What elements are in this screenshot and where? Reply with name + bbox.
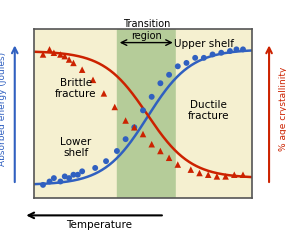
Point bbox=[132, 125, 137, 129]
Point bbox=[58, 53, 63, 56]
Point bbox=[80, 68, 84, 72]
Point bbox=[176, 163, 180, 166]
Point bbox=[112, 105, 117, 109]
Point bbox=[223, 174, 228, 178]
Point bbox=[62, 174, 67, 178]
Point bbox=[188, 168, 193, 172]
Point bbox=[193, 56, 197, 60]
Bar bbox=[176, 29, 252, 198]
Point bbox=[47, 180, 52, 183]
Text: Transition
region: Transition region bbox=[123, 19, 170, 41]
Point bbox=[206, 173, 210, 177]
Point bbox=[241, 47, 245, 51]
Point bbox=[176, 64, 180, 68]
Point bbox=[219, 51, 224, 55]
Text: Temperature: Temperature bbox=[67, 220, 132, 230]
Bar bbox=[117, 29, 176, 198]
Point bbox=[141, 132, 145, 136]
Text: Ductile
fracture: Ductile fracture bbox=[187, 99, 229, 121]
Point bbox=[232, 173, 237, 177]
Point bbox=[51, 176, 56, 180]
Point bbox=[123, 119, 128, 122]
Point bbox=[51, 51, 56, 55]
Point bbox=[41, 53, 45, 56]
Point bbox=[132, 125, 137, 129]
Point bbox=[93, 166, 98, 170]
Point bbox=[184, 61, 189, 65]
Point bbox=[141, 108, 145, 112]
Point bbox=[67, 176, 72, 180]
Point bbox=[149, 142, 154, 146]
Point bbox=[102, 91, 106, 95]
Point bbox=[47, 47, 52, 51]
Point bbox=[234, 47, 239, 51]
Point bbox=[62, 54, 67, 58]
Point bbox=[104, 159, 108, 163]
Point bbox=[197, 171, 202, 175]
Point bbox=[91, 78, 95, 82]
Point bbox=[76, 173, 80, 177]
Text: % age crystallinity: % age crystallinity bbox=[279, 67, 286, 151]
Point bbox=[71, 173, 76, 177]
Point bbox=[167, 156, 171, 160]
Point bbox=[241, 173, 245, 177]
Point bbox=[80, 169, 84, 173]
Point bbox=[202, 56, 206, 60]
Point bbox=[228, 49, 232, 53]
Point bbox=[115, 149, 119, 153]
Point bbox=[210, 53, 215, 56]
Point bbox=[158, 149, 163, 153]
Point bbox=[149, 95, 154, 99]
Point bbox=[71, 61, 76, 65]
Text: Upper shelf: Upper shelf bbox=[174, 39, 234, 49]
Text: Absorbed energy (Joules): Absorbed energy (Joules) bbox=[0, 52, 7, 166]
Text: Brittle
fracture: Brittle fracture bbox=[55, 77, 96, 99]
Point bbox=[58, 180, 63, 183]
Text: Lower
shelf: Lower shelf bbox=[60, 137, 91, 159]
Point bbox=[123, 137, 128, 141]
Point bbox=[214, 174, 219, 178]
Point bbox=[41, 183, 45, 187]
Point bbox=[67, 58, 72, 61]
Point bbox=[167, 73, 171, 77]
Bar bbox=[34, 29, 117, 198]
Point bbox=[158, 81, 163, 85]
